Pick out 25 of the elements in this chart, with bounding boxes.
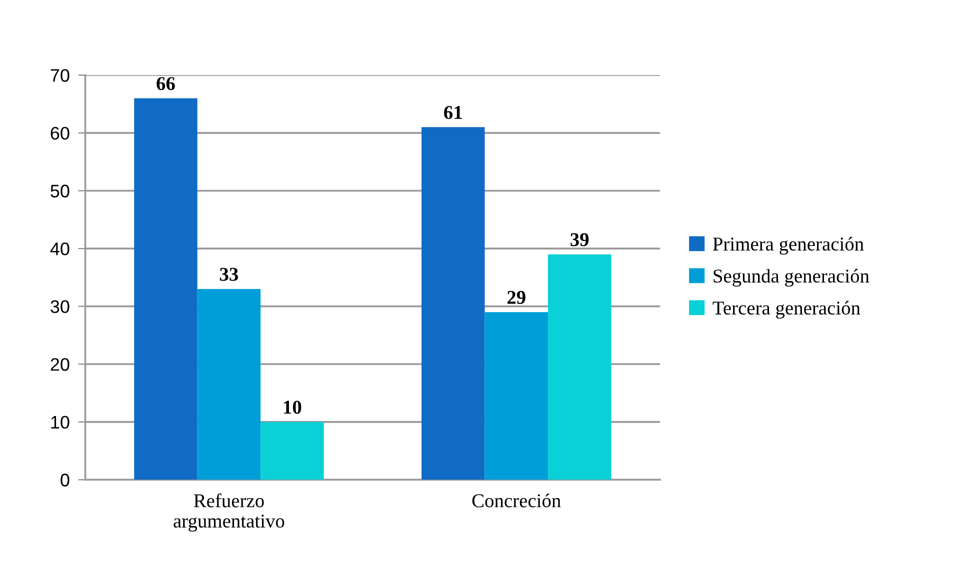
data-label: 39: [570, 233, 589, 246]
data-label: 66: [156, 77, 175, 90]
y-tick-label: 30: [50, 300, 70, 314]
bar: [422, 127, 485, 480]
y-tick-label: 20: [50, 358, 70, 371]
bar: [484, 312, 548, 480]
data-label: 10: [284, 400, 302, 414]
data-label: 29: [507, 290, 526, 304]
legend-label: Segunda generación: [714, 268, 870, 287]
x-tick-label: Concreción: [472, 494, 561, 508]
data-label: 33: [220, 268, 238, 281]
bar: [260, 422, 324, 480]
y-tick-label: 70: [50, 69, 70, 82]
y-tick-label: 60: [50, 126, 70, 140]
data-label: 61: [444, 106, 462, 120]
y-tick-label: 40: [50, 242, 70, 256]
y-tick-label: 10: [51, 416, 70, 429]
y-tick-label: 50: [50, 184, 70, 198]
legend-label: Tercera generación: [712, 300, 860, 319]
y-tick-label: 0: [60, 474, 70, 486]
legend-label: Primera generación: [712, 236, 864, 255]
x-tick-label: Refuerzo argumentativo: [174, 493, 284, 532]
bar: [134, 98, 198, 480]
bar: [197, 289, 261, 480]
bar: [548, 254, 612, 480]
